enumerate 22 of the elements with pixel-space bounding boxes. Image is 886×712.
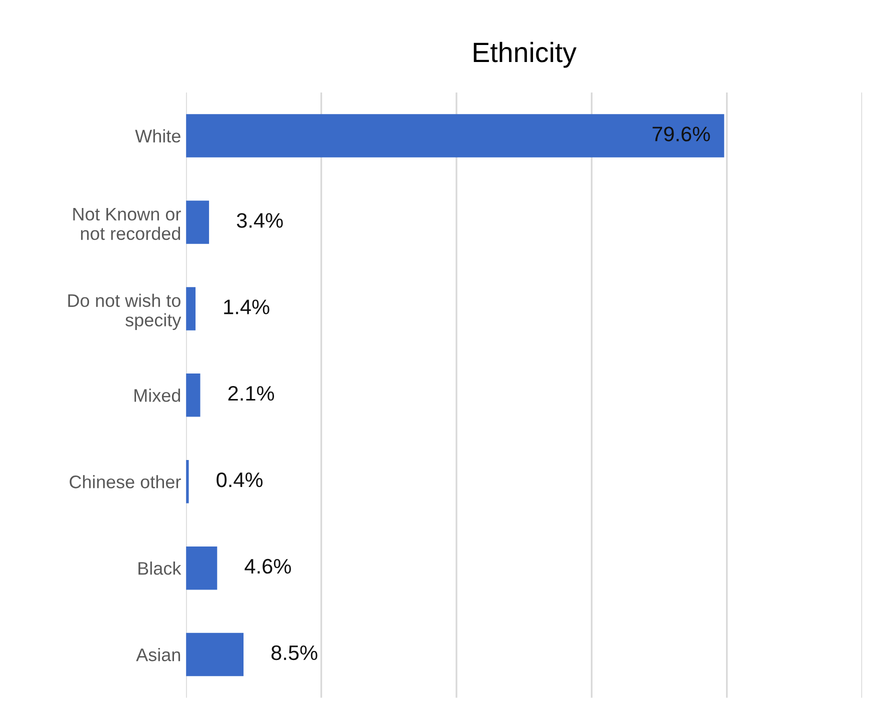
bar [186,114,724,158]
data-label: 79.6% [652,126,710,142]
bar [186,546,218,590]
bar [186,287,196,330]
bar [186,200,210,244]
y-tick-label: Do not wish to specity [68,294,182,330]
data-label: 3.4% [236,213,283,228]
y-tick-label: Black [138,562,182,575]
bar [186,374,200,417]
data-label: 0.4% [216,472,263,488]
data-label: 2.1% [228,386,274,401]
bar [186,460,189,504]
chart-title: Ethnicity [474,42,577,68]
data-label: 1.4% [224,300,270,314]
data-label: 4.6% [244,558,291,574]
y-tick-label: White [135,129,180,143]
bar [186,632,244,676]
y-tick-label: Not Known or not recorded [73,208,181,240]
y-tick-label: Asian [136,648,180,662]
y-tick-label: Chinese other [70,475,181,488]
y-tick-label: Mixed [134,388,180,402]
data-label: 8.5% [271,645,318,660]
